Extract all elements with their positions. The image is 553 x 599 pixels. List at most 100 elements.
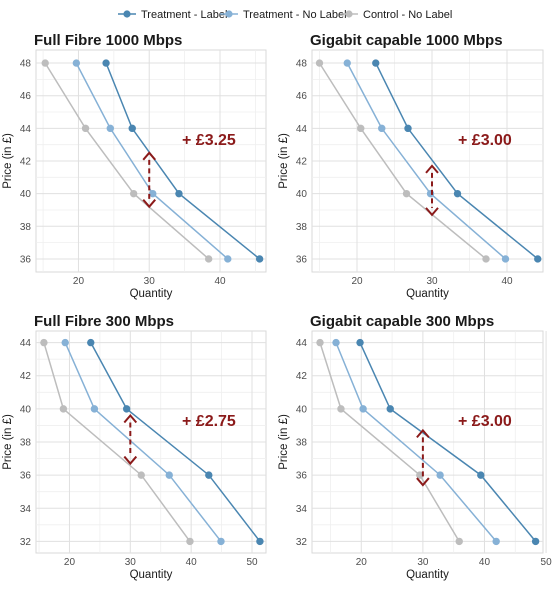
series-line-1 xyxy=(75,62,229,260)
y-tick-label: 38 xyxy=(20,222,32,233)
y-tick-label: 48 xyxy=(20,59,32,70)
data-point xyxy=(534,255,542,263)
annotation-arrowhead-down xyxy=(425,207,439,217)
panel-gigabit-1000: Gigabit capable 1000 Mbps 20 30 40 36 38 40 42 4… xyxy=(276,28,552,318)
y-tick-label: 38 xyxy=(20,438,32,449)
data-point xyxy=(81,124,90,133)
data-point xyxy=(137,471,145,479)
y-tick-label: 32 xyxy=(296,537,308,548)
x-tick-label: 30 xyxy=(417,557,429,568)
annotation-arrowhead-up xyxy=(123,413,138,424)
data-point xyxy=(129,189,138,198)
data-point xyxy=(217,537,225,546)
chart-title: Full Fibre 1000 Mbps xyxy=(34,32,182,49)
y-tick-label: 44 xyxy=(296,124,308,135)
data-point xyxy=(426,189,435,198)
data-point xyxy=(122,405,131,413)
annotation-label: + £3.00 xyxy=(458,132,512,149)
y-axis-title: Price (in £) xyxy=(278,133,290,189)
data-point xyxy=(87,338,95,347)
x-axis-title: Quantity xyxy=(130,288,173,300)
data-point xyxy=(316,338,324,347)
data-point xyxy=(477,471,485,479)
data-point xyxy=(337,405,345,413)
y-axis-title: Price (in £) xyxy=(2,414,14,470)
data-point xyxy=(40,338,48,347)
x-tick-label: 20 xyxy=(356,557,368,568)
data-point xyxy=(436,471,444,479)
chart-gigabit-300: Gigabit capable 300 Mbps 20 30 40 50 32 34 36 38… xyxy=(278,313,553,581)
x-tick-label: 40 xyxy=(214,276,226,287)
legend: Treatment - Label Treatment - No Label Con… xyxy=(0,0,553,30)
data-point xyxy=(90,405,99,413)
annotation-label: + £3.00 xyxy=(458,413,512,430)
panel-full-fibre-1000: Full Fibre 1000 Mbps 20 30 40 36 38 40 42 44 46 48… xyxy=(0,28,276,318)
legend-label-1: Treatment - No Label xyxy=(243,9,347,21)
y-tick-label: 42 xyxy=(20,371,32,382)
legend-marker-0 xyxy=(123,10,131,18)
y-tick-label: 42 xyxy=(20,157,32,168)
y-tick-label: 36 xyxy=(20,254,32,265)
y-tick-label: 38 xyxy=(296,438,308,449)
y-tick-label: 36 xyxy=(296,471,308,482)
data-point xyxy=(531,537,540,546)
data-point xyxy=(402,189,411,198)
x-axis-title: Quantity xyxy=(406,569,449,581)
y-tick-label: 44 xyxy=(20,124,32,135)
data-point xyxy=(59,405,68,413)
data-point xyxy=(72,59,81,67)
chart-full-fibre-1000: Full Fibre 1000 Mbps 20 30 40 36 38 40 42 44 46 48… xyxy=(2,32,267,300)
data-point xyxy=(102,59,110,67)
data-point xyxy=(482,255,490,263)
x-tick-label: 20 xyxy=(64,557,76,568)
series-line-0 xyxy=(105,62,261,260)
data-point xyxy=(175,189,183,198)
chart-title: Full Fibre 300 Mbps xyxy=(34,313,174,330)
data-point xyxy=(356,338,364,347)
x-tick-label: 50 xyxy=(541,557,553,568)
data-point xyxy=(256,537,264,546)
legend-marker-2 xyxy=(345,10,353,18)
data-point xyxy=(149,189,157,198)
legend-label-0: Treatment - Label xyxy=(141,9,227,21)
x-axis-title: Quantity xyxy=(406,288,449,300)
y-tick-label: 34 xyxy=(20,504,32,515)
data-point xyxy=(128,124,136,133)
x-tick-label: 30 xyxy=(426,276,438,287)
series-line-1 xyxy=(64,342,222,542)
data-point xyxy=(416,471,424,479)
y-tick-label: 36 xyxy=(296,254,308,265)
x-tick-label: 40 xyxy=(479,557,491,568)
legend-svg: Treatment - Label Treatment - No Label Con… xyxy=(118,9,452,21)
annotation-arrowhead-down xyxy=(142,199,156,209)
y-tick-label: 40 xyxy=(20,189,32,200)
chart-full-fibre-300: Full Fibre 300 Mbps 20 30 40 50 32 34 36 38 40 42 4… xyxy=(2,313,267,581)
annotation-label: + £3.25 xyxy=(182,132,236,149)
data-point xyxy=(165,471,173,479)
data-point xyxy=(386,405,394,413)
data-point xyxy=(224,255,232,263)
series-line-0 xyxy=(90,342,261,542)
y-tick-label: 44 xyxy=(20,338,32,349)
y-tick-label: 32 xyxy=(20,537,32,548)
series-line-0 xyxy=(375,62,539,260)
y-tick-label: 42 xyxy=(296,157,308,168)
y-tick-label: 46 xyxy=(20,91,32,102)
data-point xyxy=(332,338,340,347)
data-point xyxy=(186,537,194,546)
data-point xyxy=(404,124,412,133)
panel-full-fibre-300: Full Fibre 300 Mbps 20 30 40 50 32 34 36 38 40 42 4… xyxy=(0,309,276,599)
y-tick-label: 36 xyxy=(20,471,32,482)
annotation-arrowhead-up xyxy=(142,151,156,161)
x-tick-label: 30 xyxy=(125,557,137,568)
annotation-arrowhead-down xyxy=(123,455,138,466)
data-point xyxy=(255,255,264,263)
annotation-arrowhead-down xyxy=(416,477,430,487)
x-axis-title: Quantity xyxy=(130,569,173,581)
x-tick-label: 30 xyxy=(144,276,156,287)
y-tick-label: 40 xyxy=(296,189,308,200)
y-tick-label: 48 xyxy=(296,59,308,70)
x-tick-label: 20 xyxy=(351,276,363,287)
annotation-arrowhead-up xyxy=(425,164,439,174)
y-axis-title: Price (in £) xyxy=(2,133,14,189)
